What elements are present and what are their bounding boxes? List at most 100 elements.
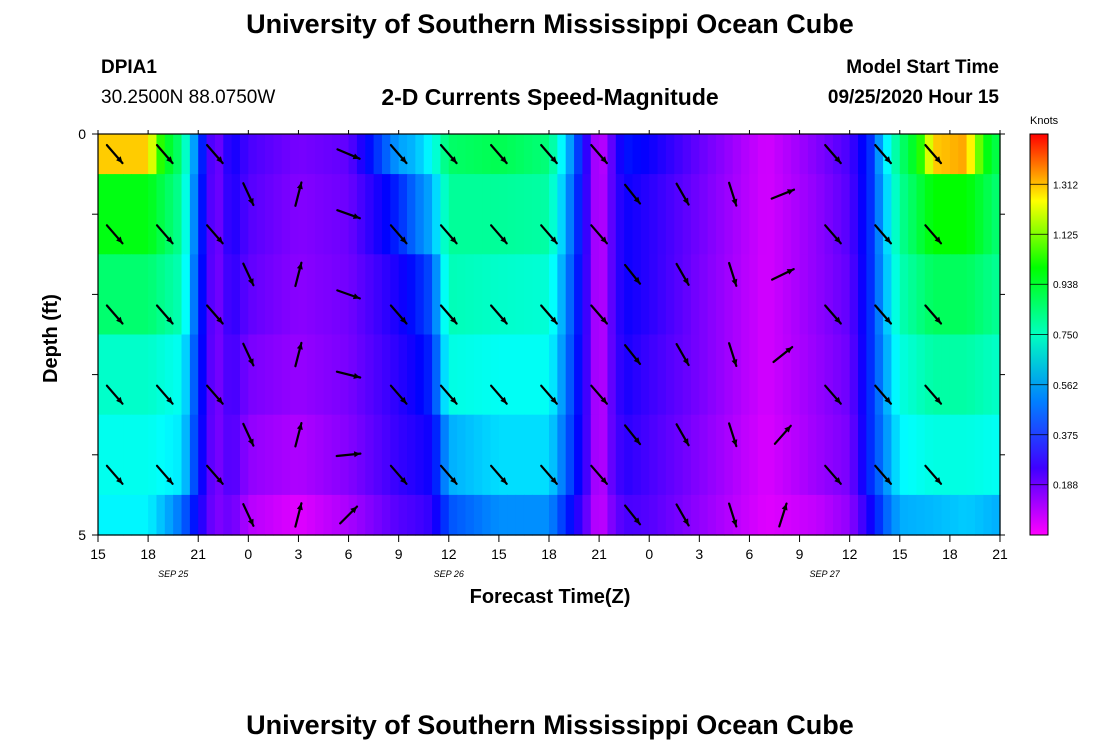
heatmap-cell — [540, 254, 550, 336]
heatmap-cell — [624, 494, 634, 536]
heatmap-cell — [782, 494, 792, 536]
heatmap-cell — [732, 414, 742, 496]
heatmap-cell — [440, 494, 450, 536]
heatmap-cell — [265, 494, 274, 536]
heatmap-cell — [490, 254, 500, 336]
heatmap-cell — [457, 174, 467, 255]
heatmap-cell — [941, 494, 951, 536]
heatmap-cell — [306, 494, 316, 536]
heatmap-cell — [390, 254, 400, 336]
current-arrow — [490, 144, 508, 165]
heatmap-cell — [398, 174, 408, 255]
current-arrow — [389, 464, 408, 485]
heatmap-cell — [540, 134, 550, 175]
heatmap-cell — [966, 494, 976, 536]
heatmap-cell — [540, 174, 550, 255]
heatmap-cell — [858, 414, 867, 496]
current-arrow — [924, 304, 943, 325]
heatmap-cell — [624, 414, 634, 496]
current-arrow — [336, 148, 361, 160]
heatmap-cell — [281, 254, 291, 336]
heatmap-cell — [340, 334, 350, 416]
colorbar-tick-label: 0.750 — [1053, 331, 1078, 342]
current-arrow — [294, 261, 303, 288]
heatmap-cell — [791, 174, 801, 255]
heatmap-cell — [883, 494, 893, 536]
heatmap-cell — [674, 414, 684, 496]
heatmap-cell — [131, 254, 141, 336]
heatmap-cell — [799, 254, 809, 336]
heatmap-cell — [766, 494, 776, 536]
heatmap-cell — [766, 334, 776, 416]
heatmap-cell — [265, 174, 274, 255]
heatmap-cell — [991, 494, 1001, 536]
x-tick-label: 9 — [395, 546, 403, 562]
heatmap-cell — [640, 334, 650, 416]
heatmap-cell — [966, 414, 976, 496]
heatmap-cell — [807, 134, 817, 175]
heatmap-cell — [498, 134, 508, 175]
heatmap-cell — [415, 494, 425, 536]
heatmap-cell — [173, 254, 183, 336]
heatmap-cell — [281, 174, 291, 255]
heatmap-cell — [114, 174, 124, 255]
heatmap-cell — [206, 334, 216, 416]
heatmap-cell — [749, 174, 759, 255]
heatmap-cell — [381, 254, 391, 336]
heatmap-cell — [407, 254, 416, 336]
current-vectors — [105, 144, 943, 528]
heatmap-cell — [114, 134, 124, 175]
heatmap-cell — [883, 414, 893, 496]
heatmap-cell — [198, 414, 208, 496]
heatmap-cell — [565, 334, 575, 416]
heatmap-cell — [331, 254, 341, 336]
heatmap-cell — [958, 414, 968, 496]
heatmap-cell — [490, 414, 500, 496]
current-arrow — [242, 182, 255, 207]
heatmap-cell — [682, 494, 692, 536]
heatmap-cell — [365, 134, 375, 175]
heatmap-cell — [824, 254, 834, 336]
heatmap-cell — [523, 334, 533, 416]
heatmap-cell — [473, 174, 483, 255]
heatmap-cell — [340, 494, 350, 536]
heatmap-cell — [248, 334, 258, 416]
heatmap-cell — [106, 494, 116, 536]
y-tick-label: 0 — [78, 126, 86, 142]
heatmap-cell — [273, 134, 283, 175]
heatmap-cell — [858, 334, 867, 416]
heatmap-cell — [732, 494, 742, 536]
heatmap-cell — [415, 414, 425, 496]
heatmap-cell — [849, 334, 859, 416]
heatmap-cell — [816, 334, 826, 416]
heatmap-cell — [206, 494, 216, 536]
heatmap-cell — [749, 494, 759, 536]
heatmap-cell — [482, 334, 492, 416]
model-start-label: Model Start Time — [846, 57, 999, 78]
heatmap-cell — [632, 494, 642, 536]
heatmap-cell — [423, 334, 433, 416]
heatmap-cell — [164, 334, 174, 416]
heatmap-cell — [640, 414, 650, 496]
heatmap-cell — [415, 254, 425, 336]
heatmap-cell — [590, 254, 600, 336]
heatmap-cell — [774, 134, 784, 175]
heatmap-cell — [281, 414, 291, 496]
current-arrow — [294, 502, 303, 528]
heatmap-cell — [841, 494, 851, 536]
heatmap-cell — [498, 414, 508, 496]
heatmap-cell — [231, 334, 241, 416]
heatmap-cell — [574, 494, 584, 536]
heatmap-cell — [665, 174, 675, 255]
heatmap-cell — [599, 414, 609, 496]
heatmap-cell — [649, 414, 659, 496]
current-arrow — [675, 503, 690, 527]
heatmap-cell — [331, 174, 341, 255]
heatmap-cell — [298, 494, 308, 536]
heatmap-cell — [766, 254, 776, 336]
heatmap-cell — [139, 494, 149, 536]
heatmap-cell — [532, 134, 542, 175]
date-label: SEP 26 — [434, 569, 464, 579]
heatmap-cell — [707, 414, 717, 496]
current-arrow — [540, 384, 558, 405]
